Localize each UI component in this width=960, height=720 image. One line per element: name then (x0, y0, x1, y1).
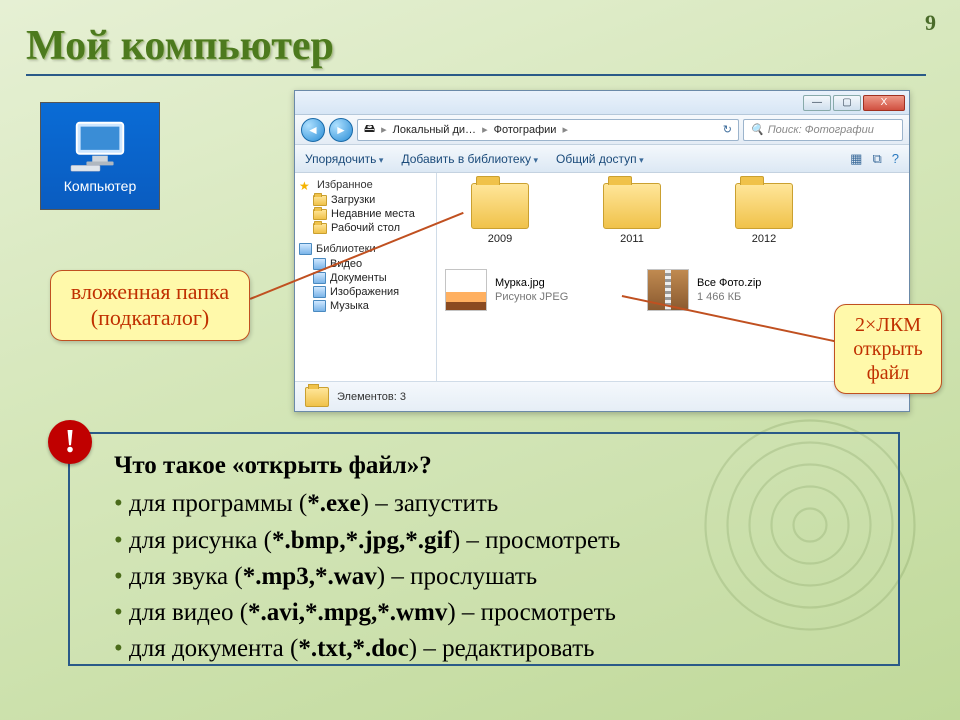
breadcrumb-part2: Фотографии (494, 124, 557, 136)
file-name: Мурка.jpg (495, 276, 568, 290)
info-question: Что такое «открыть файл»? (114, 448, 880, 484)
preview-icon[interactable]: ⧉ (872, 151, 881, 167)
info-list: для программы (*.exe) – запустить для ри… (114, 486, 880, 667)
breadcrumb-sep: ▸ (482, 123, 488, 136)
folder-2012[interactable]: 2012 (709, 183, 819, 245)
folder-icon (313, 223, 327, 234)
list-item: для звука (*.mp3,*.wav) – прослушать (114, 559, 880, 595)
exclamation-badge: ! (48, 420, 92, 464)
file-archive[interactable]: Все Фото.zip 1 466 КБ (647, 269, 827, 311)
toolbar-organize[interactable]: Упорядочить (305, 152, 383, 166)
help-icon[interactable]: ? (892, 151, 899, 166)
address-row: ◄ ► 🖴 ▸ Локальный ди… ▸ Фотографии ▸ ↻ 🔍… (295, 115, 909, 145)
toolbar-right: ▦ ⧉ ? (850, 151, 899, 167)
file-name: Все Фото.zip (697, 276, 761, 290)
address-bar[interactable]: 🖴 ▸ Локальный ди… ▸ Фотографии ▸ ↻ (357, 119, 739, 141)
search-placeholder: Поиск: Фотографии (768, 124, 874, 136)
monitor-icon (69, 118, 131, 174)
computer-icon[interactable]: Компьютер (40, 102, 160, 210)
drive-icon: 🖴 (364, 120, 375, 139)
folder-icon (305, 387, 329, 407)
file-type: Рисунок JPEG (495, 290, 568, 304)
toolbar-add-library[interactable]: Добавить в библиотеку (401, 152, 538, 166)
library-icon (299, 243, 312, 255)
library-icon (313, 300, 326, 312)
sidebar-item-recent[interactable]: Недавние места (299, 207, 432, 221)
computer-icon-label: Компьютер (64, 178, 136, 194)
toolbar: Упорядочить Добавить в библиотеку Общий … (295, 145, 909, 173)
breadcrumb-part1: Локальный ди… (393, 124, 476, 136)
sidebar-libraries-head[interactable]: Библиотеки (299, 243, 432, 255)
sidebar-item-documents[interactable]: Документы (299, 271, 432, 285)
file-size: 1 466 КБ (697, 290, 761, 304)
list-item: для рисунка (*.bmp,*.jpg,*.gif) – просмо… (114, 523, 880, 559)
list-item: для программы (*.exe) – запустить (114, 486, 880, 522)
folder-2011[interactable]: 2011 (577, 183, 687, 245)
folder-icon (313, 195, 327, 206)
slide: 9 Мой компьютер Компьютер — ▢ X ◄ ► 🖴 ▸ … (0, 0, 960, 720)
file-murka[interactable]: Мурка.jpg Рисунок JPEG (445, 269, 625, 311)
sidebar: ★Избранное Загрузки Недавние места Рабоч… (295, 173, 437, 381)
sidebar-favorites-head[interactable]: ★Избранное (299, 179, 432, 191)
sidebar-favorites: ★Избранное Загрузки Недавние места Рабоч… (299, 179, 432, 235)
page-number: 9 (925, 10, 936, 36)
search-icon: 🔍 (750, 123, 764, 136)
sidebar-item-downloads[interactable]: Загрузки (299, 193, 432, 207)
sidebar-libraries: Библиотеки Видео Документы Изображения М… (299, 243, 432, 313)
minimize-button[interactable]: — (803, 95, 831, 111)
toolbar-share[interactable]: Общий доступ (556, 152, 644, 166)
view-icon[interactable]: ▦ (850, 151, 862, 167)
info-box: Что такое «открыть файл»? для программы … (68, 432, 900, 666)
forward-button[interactable]: ► (329, 118, 353, 142)
folder-icon (313, 209, 327, 220)
sidebar-item-music[interactable]: Музыка (299, 299, 432, 313)
image-file-icon (445, 269, 487, 311)
library-icon (313, 286, 326, 298)
close-button[interactable]: X (863, 95, 905, 111)
list-item: для видео (*.avi,*.mpg,*.wmv) – просмотр… (114, 595, 880, 631)
back-button[interactable]: ◄ (301, 118, 325, 142)
callout-subfolder: вложенная папка (подкаталог) (50, 270, 250, 341)
folder-icon (471, 183, 529, 229)
explorer-body: ★Избранное Загрузки Недавние места Рабоч… (295, 173, 909, 381)
slide-title: Мой компьютер (26, 22, 926, 76)
library-icon (313, 272, 326, 284)
folder-icon (735, 183, 793, 229)
status-bar: Элементов: 3 (295, 381, 909, 411)
window-titlebar: — ▢ X (295, 91, 909, 115)
explorer-window: — ▢ X ◄ ► 🖴 ▸ Локальный ди… ▸ Фотографии… (294, 90, 910, 412)
breadcrumb-sep: ▸ (562, 123, 568, 136)
star-icon: ★ (299, 179, 313, 191)
folder-icon (603, 183, 661, 229)
maximize-button[interactable]: ▢ (833, 95, 861, 111)
sidebar-item-images[interactable]: Изображения (299, 285, 432, 299)
callout-open-file: 2×ЛКМ открыть файл (834, 304, 942, 394)
list-item: для документа (*.txt,*.doc) – редактиров… (114, 631, 880, 667)
breadcrumb-sep: ▸ (381, 123, 387, 136)
status-text: Элементов: 3 (337, 391, 406, 403)
refresh-icon[interactable]: ↻ (723, 123, 732, 136)
search-input[interactable]: 🔍 Поиск: Фотографии (743, 119, 903, 141)
